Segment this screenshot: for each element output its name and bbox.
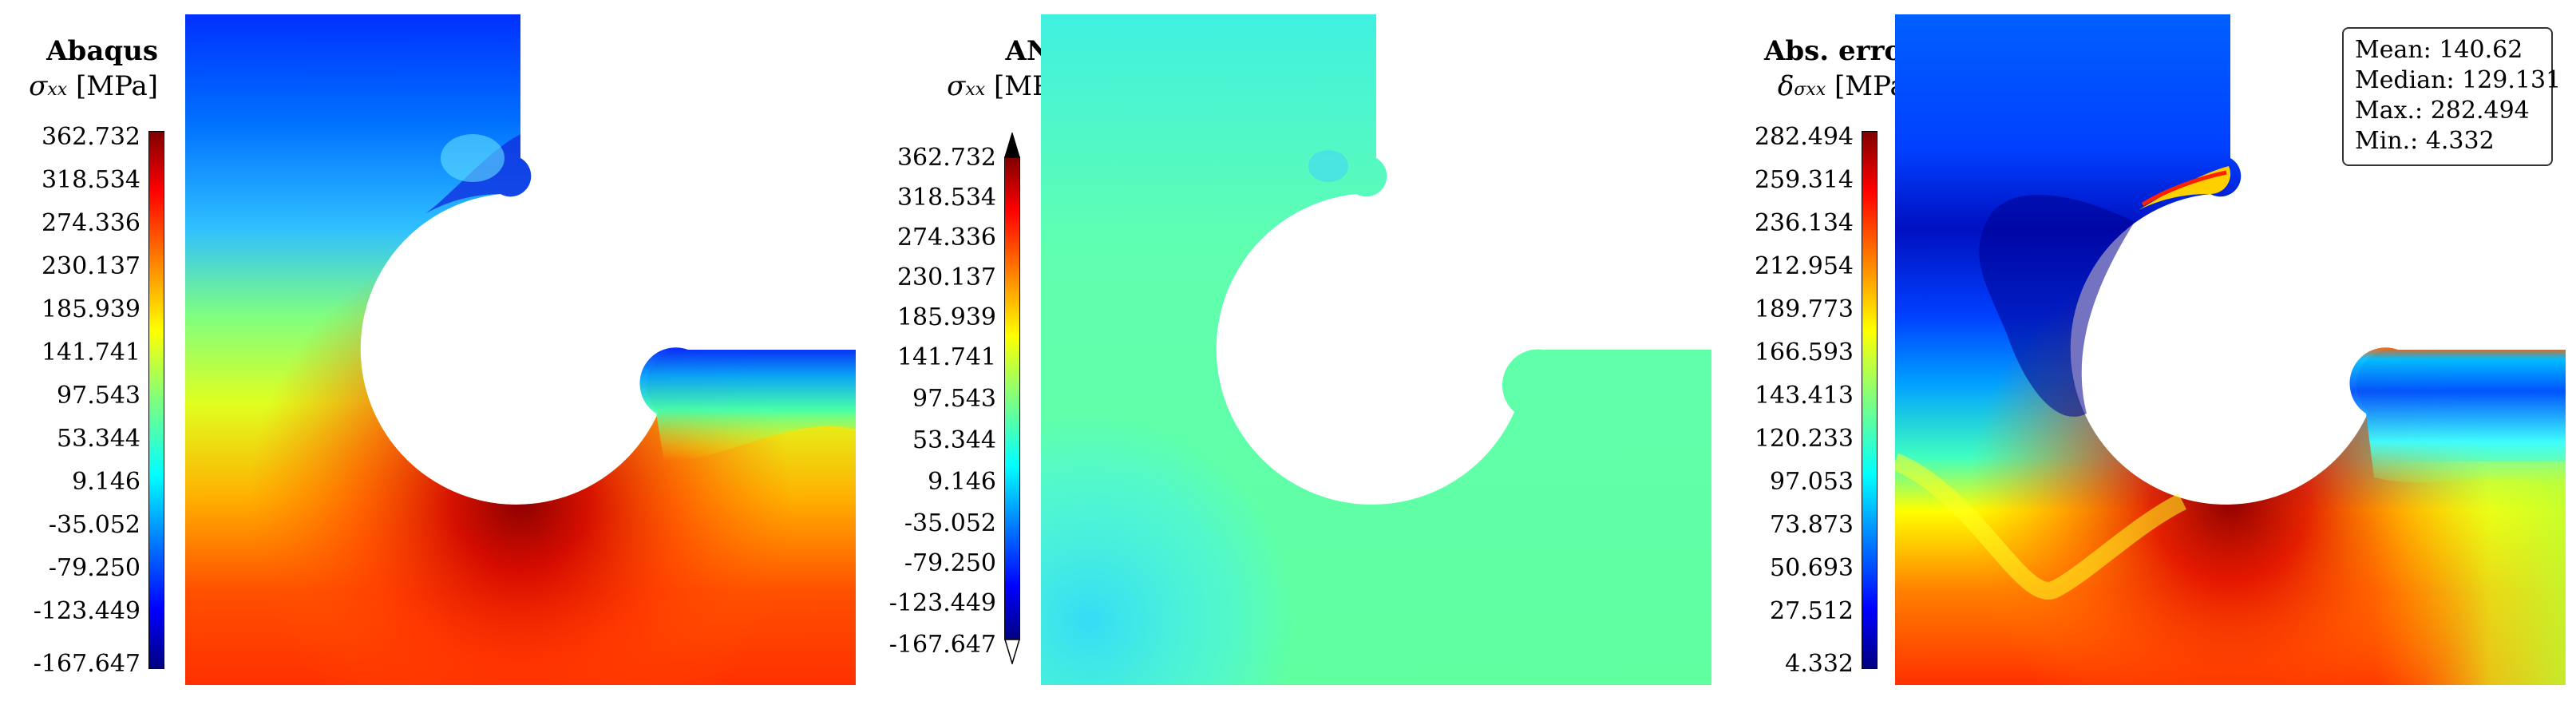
colorbar-extend-top — [1004, 133, 1020, 158]
colorbar-tick: 50.693 — [1770, 554, 1854, 582]
panel-abs-error: Abs. error δσxx [MPa] 282.494 259.314 23… — [1724, 0, 2576, 701]
colorbar-tick: 185.939 — [896, 303, 996, 331]
colorbar-tick: -167.647 — [33, 650, 140, 678]
error-field-plot — [1895, 14, 2566, 685]
colorbar-tick: -79.250 — [904, 549, 996, 577]
colorbar-tick: 189.773 — [1754, 295, 1854, 323]
colorbar-tick: 141.741 — [896, 343, 996, 371]
stress-field-plot — [1041, 14, 1711, 685]
colorbar-tick: -123.449 — [33, 597, 140, 625]
colorbar-tick: -123.449 — [888, 589, 996, 617]
colorbar-tick: 230.137 — [896, 263, 996, 291]
colorbar-tick: 120.233 — [1754, 425, 1854, 453]
colorbar — [1004, 156, 1020, 640]
quantity-label: δσxx [MPa] — [1777, 70, 1917, 102]
stress-field-plot — [185, 14, 856, 685]
stat-min: Min.: 4.332 — [2355, 127, 2495, 155]
colorbar-tick: 274.336 — [896, 224, 996, 251]
colorbar-tick: 185.939 — [41, 295, 140, 323]
colorbar-tick: 318.534 — [896, 184, 996, 212]
colorbar-title: Abs. error δσxx [MPa] — [1764, 34, 1917, 108]
colorbar-tick: 97.543 — [912, 385, 996, 413]
colorbar-tick: 143.413 — [1754, 382, 1854, 410]
colorbar-tick: 166.593 — [1754, 339, 1854, 366]
colorbar — [148, 131, 164, 669]
colorbar-tick: 141.741 — [41, 339, 140, 366]
colorbar-tick: 259.314 — [1754, 166, 1854, 194]
colorbar-tick: 4.332 — [1785, 650, 1854, 678]
error-statistics-box: Mean: 140.62 Median: 129.131 Max.: 282.4… — [2342, 27, 2562, 166]
colorbar-tick: 274.336 — [41, 209, 140, 237]
colorbar-tick: 212.954 — [1754, 252, 1854, 280]
colorbar-tick: 27.512 — [1770, 597, 1854, 625]
colorbar-tick: 53.344 — [912, 426, 996, 454]
stat-mean: Mean: 140.62 — [2355, 36, 2523, 64]
colorbar-tick: 73.873 — [1770, 511, 1854, 539]
panel-title: Abs. error — [1763, 35, 1917, 67]
colorbar-tick: 97.543 — [57, 382, 140, 410]
colorbar-tick: -79.250 — [48, 554, 140, 582]
colorbar-tick: -35.052 — [904, 509, 996, 537]
colorbar-tick: 362.732 — [41, 123, 140, 151]
colorbar-tick: 53.344 — [57, 425, 140, 453]
panel-abaqus: Abaqus σxx [MPa] 362.732 318.534 274.336… — [0, 0, 862, 701]
colorbar-tick: 236.134 — [1754, 209, 1854, 237]
colorbar-tick: 230.137 — [41, 252, 140, 280]
colorbar-tick: -35.052 — [48, 511, 140, 539]
quantity-label: σxx [MPa] — [29, 70, 158, 102]
colorbar-tick: 97.053 — [1770, 468, 1854, 496]
colorbar-tick: 9.146 — [928, 468, 996, 496]
colorbar — [1862, 131, 1878, 669]
panel-ann: ANN σxx [MPa] 362.732 318.534 274.336 23… — [862, 0, 1724, 701]
stat-max: Max.: 282.494 — [2355, 97, 2530, 125]
panel-title: Abaqus — [46, 35, 158, 67]
colorbar-tick: 9.146 — [72, 468, 140, 496]
colorbar-tick: -167.647 — [888, 631, 996, 659]
colorbar-tick: 318.534 — [41, 166, 140, 194]
colorbar-title: Abaqus σxx [MPa] — [29, 34, 158, 108]
colorbar-extend-bottom — [1004, 639, 1020, 664]
colorbar-tick: 362.732 — [896, 144, 996, 172]
stat-median: Median: 129.131 — [2355, 66, 2562, 94]
colorbar-tick: 282.494 — [1754, 123, 1854, 151]
